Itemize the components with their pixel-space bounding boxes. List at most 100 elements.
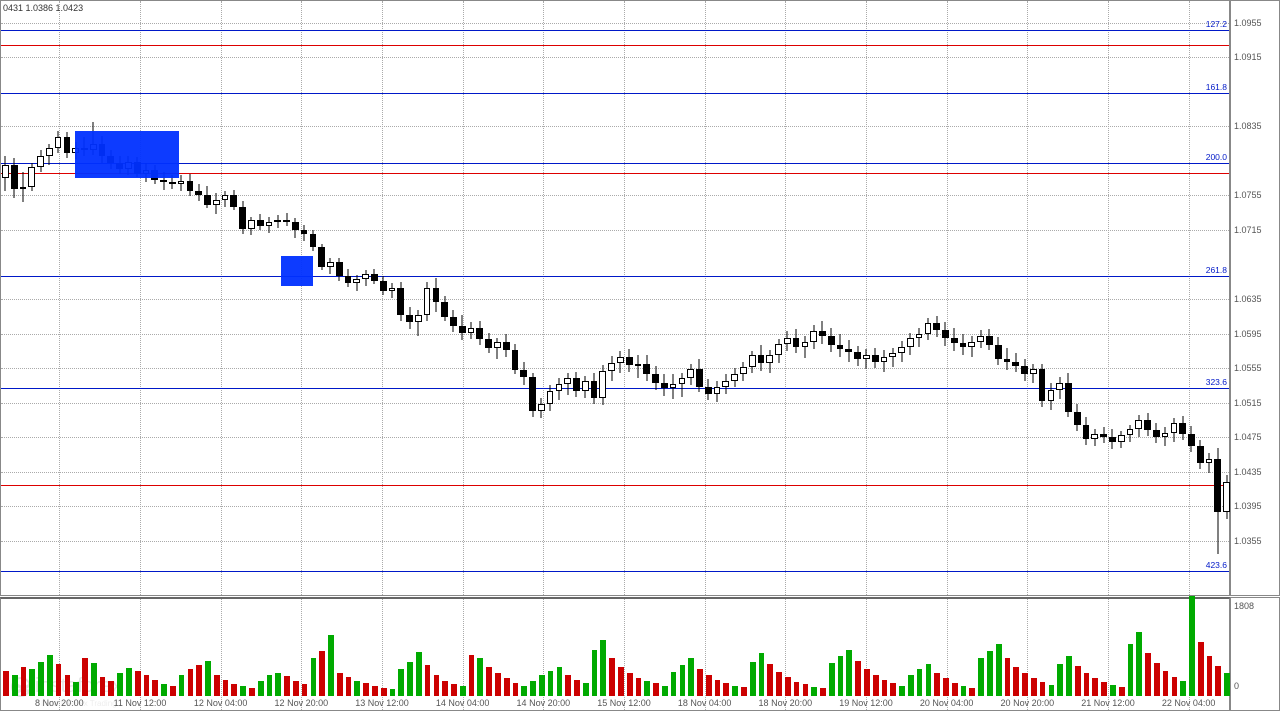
volume-bar bbox=[258, 681, 264, 696]
volume-bar bbox=[557, 667, 563, 696]
volume-bar bbox=[47, 655, 53, 696]
volume-bar bbox=[170, 686, 176, 696]
volume-bar bbox=[12, 675, 18, 696]
x-tick-label: 12 Nov 20:00 bbox=[275, 698, 329, 708]
volume-bar bbox=[1215, 666, 1221, 696]
volume-bar bbox=[706, 675, 712, 696]
fib-line bbox=[1, 45, 1229, 46]
volume-bar bbox=[943, 678, 949, 696]
fib-line bbox=[1, 30, 1229, 31]
volume-bar bbox=[803, 684, 809, 696]
volume-bar bbox=[890, 683, 896, 696]
grid-line-h bbox=[1, 403, 1229, 404]
volume-bar bbox=[732, 686, 738, 697]
volume-bar bbox=[56, 664, 62, 696]
volume-bar bbox=[425, 665, 431, 696]
grid-line-v bbox=[221, 1, 222, 595]
grid-line-v bbox=[382, 1, 383, 595]
volume-bar bbox=[100, 677, 106, 696]
fib-line bbox=[1, 571, 1229, 572]
volume-bar bbox=[759, 653, 765, 696]
volume-bar bbox=[513, 683, 519, 696]
price-chart[interactable]: 0431 1.0386 1.0423 127.21.09461.0929161.… bbox=[0, 0, 1230, 596]
x-tick-label: 18 Nov 04:00 bbox=[678, 698, 732, 708]
grid-line-v bbox=[59, 1, 60, 595]
volume-bar bbox=[521, 686, 527, 696]
grid-line-h bbox=[1, 472, 1229, 473]
volume-bar bbox=[609, 658, 615, 696]
volume-bar bbox=[504, 678, 510, 696]
volume-bar bbox=[469, 655, 475, 696]
volume-bar bbox=[688, 658, 694, 696]
x-tick-label: 18 Nov 20:00 bbox=[759, 698, 813, 708]
volume-bar bbox=[372, 686, 378, 696]
vol-label-max: 1808 bbox=[1234, 601, 1254, 611]
volume-bar bbox=[794, 682, 800, 696]
volume-bar bbox=[662, 686, 668, 697]
volume-bar bbox=[240, 686, 246, 697]
volume-bar bbox=[65, 675, 71, 696]
volume-bar bbox=[785, 677, 791, 696]
fib-line bbox=[1, 163, 1229, 164]
y-tick-label: 1.0475 bbox=[1234, 432, 1262, 442]
volume-bar bbox=[908, 675, 914, 696]
vol-label-zero: 0 bbox=[1234, 681, 1239, 691]
y-tick-label: 1.0435 bbox=[1234, 467, 1262, 477]
x-tick-label: 20 Nov 04:00 bbox=[920, 698, 974, 708]
volume-bar bbox=[442, 681, 448, 696]
volume-bar bbox=[231, 684, 237, 696]
grid-line-v bbox=[301, 1, 302, 595]
volume-bar bbox=[846, 650, 852, 696]
ohlc-display: 0431 1.0386 1.0423 bbox=[3, 3, 83, 13]
volume-bar bbox=[969, 688, 975, 696]
grid-line-h bbox=[1, 334, 1229, 335]
volume-bar bbox=[1110, 685, 1116, 696]
fib-line bbox=[1, 173, 1229, 174]
volume-bar bbox=[855, 661, 861, 696]
volume-bar bbox=[952, 683, 958, 696]
volume-bar bbox=[1013, 667, 1019, 696]
grid-line-v bbox=[947, 1, 948, 595]
grid-line-v bbox=[624, 599, 625, 710]
fib-ratio-label: 323.6 bbox=[1206, 377, 1227, 387]
chart-container: 0431 1.0386 1.0423 127.21.09461.0929161.… bbox=[0, 0, 1280, 711]
price-axis: 1.09551.09151.08351.07551.07151.06351.05… bbox=[1230, 0, 1280, 596]
grid-line-v bbox=[1189, 1, 1190, 595]
x-tick-label: 15 Nov 12:00 bbox=[597, 698, 651, 708]
grid-line-v bbox=[1108, 599, 1109, 710]
volume-bar bbox=[91, 663, 97, 696]
grid-line-h bbox=[1, 23, 1229, 24]
volume-bar bbox=[600, 640, 606, 696]
volume-bar bbox=[38, 662, 44, 696]
grid-line-v bbox=[705, 1, 706, 595]
x-tick-label: 22 Nov 04:00 bbox=[1162, 698, 1216, 708]
volume-bar bbox=[873, 675, 879, 696]
volume-bar bbox=[530, 681, 536, 696]
grid-line-h bbox=[1, 126, 1229, 127]
volume-bar bbox=[653, 683, 659, 696]
volume-bar bbox=[293, 681, 299, 696]
y-tick-label: 1.0835 bbox=[1234, 121, 1262, 131]
volume-bar bbox=[21, 667, 27, 696]
volume-axis: 1808 0 bbox=[1230, 597, 1280, 711]
grid-line-h bbox=[1, 541, 1229, 542]
volume-bar bbox=[926, 664, 932, 696]
x-tick-label: 8 Nov 20:00 bbox=[35, 698, 84, 708]
volume-bar bbox=[267, 675, 273, 696]
volume-bar bbox=[3, 671, 9, 696]
volume-panel[interactable]: instaforex Instant Forex Trading 8 Nov 2… bbox=[0, 597, 1230, 711]
volume-bar bbox=[188, 669, 194, 696]
volume-bar bbox=[407, 662, 413, 696]
fib-line bbox=[1, 93, 1229, 94]
volume-bar bbox=[583, 683, 589, 696]
grid-line-v bbox=[543, 1, 544, 595]
volume-bar bbox=[486, 667, 492, 696]
volume-bar bbox=[1172, 677, 1178, 696]
volume-bar bbox=[864, 669, 870, 696]
volume-bar bbox=[1040, 682, 1046, 696]
x-tick-label: 12 Nov 04:00 bbox=[194, 698, 248, 708]
grid-line-v bbox=[463, 1, 464, 595]
volume-bar bbox=[636, 678, 642, 696]
grid-line-h bbox=[1, 299, 1229, 300]
volume-bar bbox=[161, 684, 167, 696]
